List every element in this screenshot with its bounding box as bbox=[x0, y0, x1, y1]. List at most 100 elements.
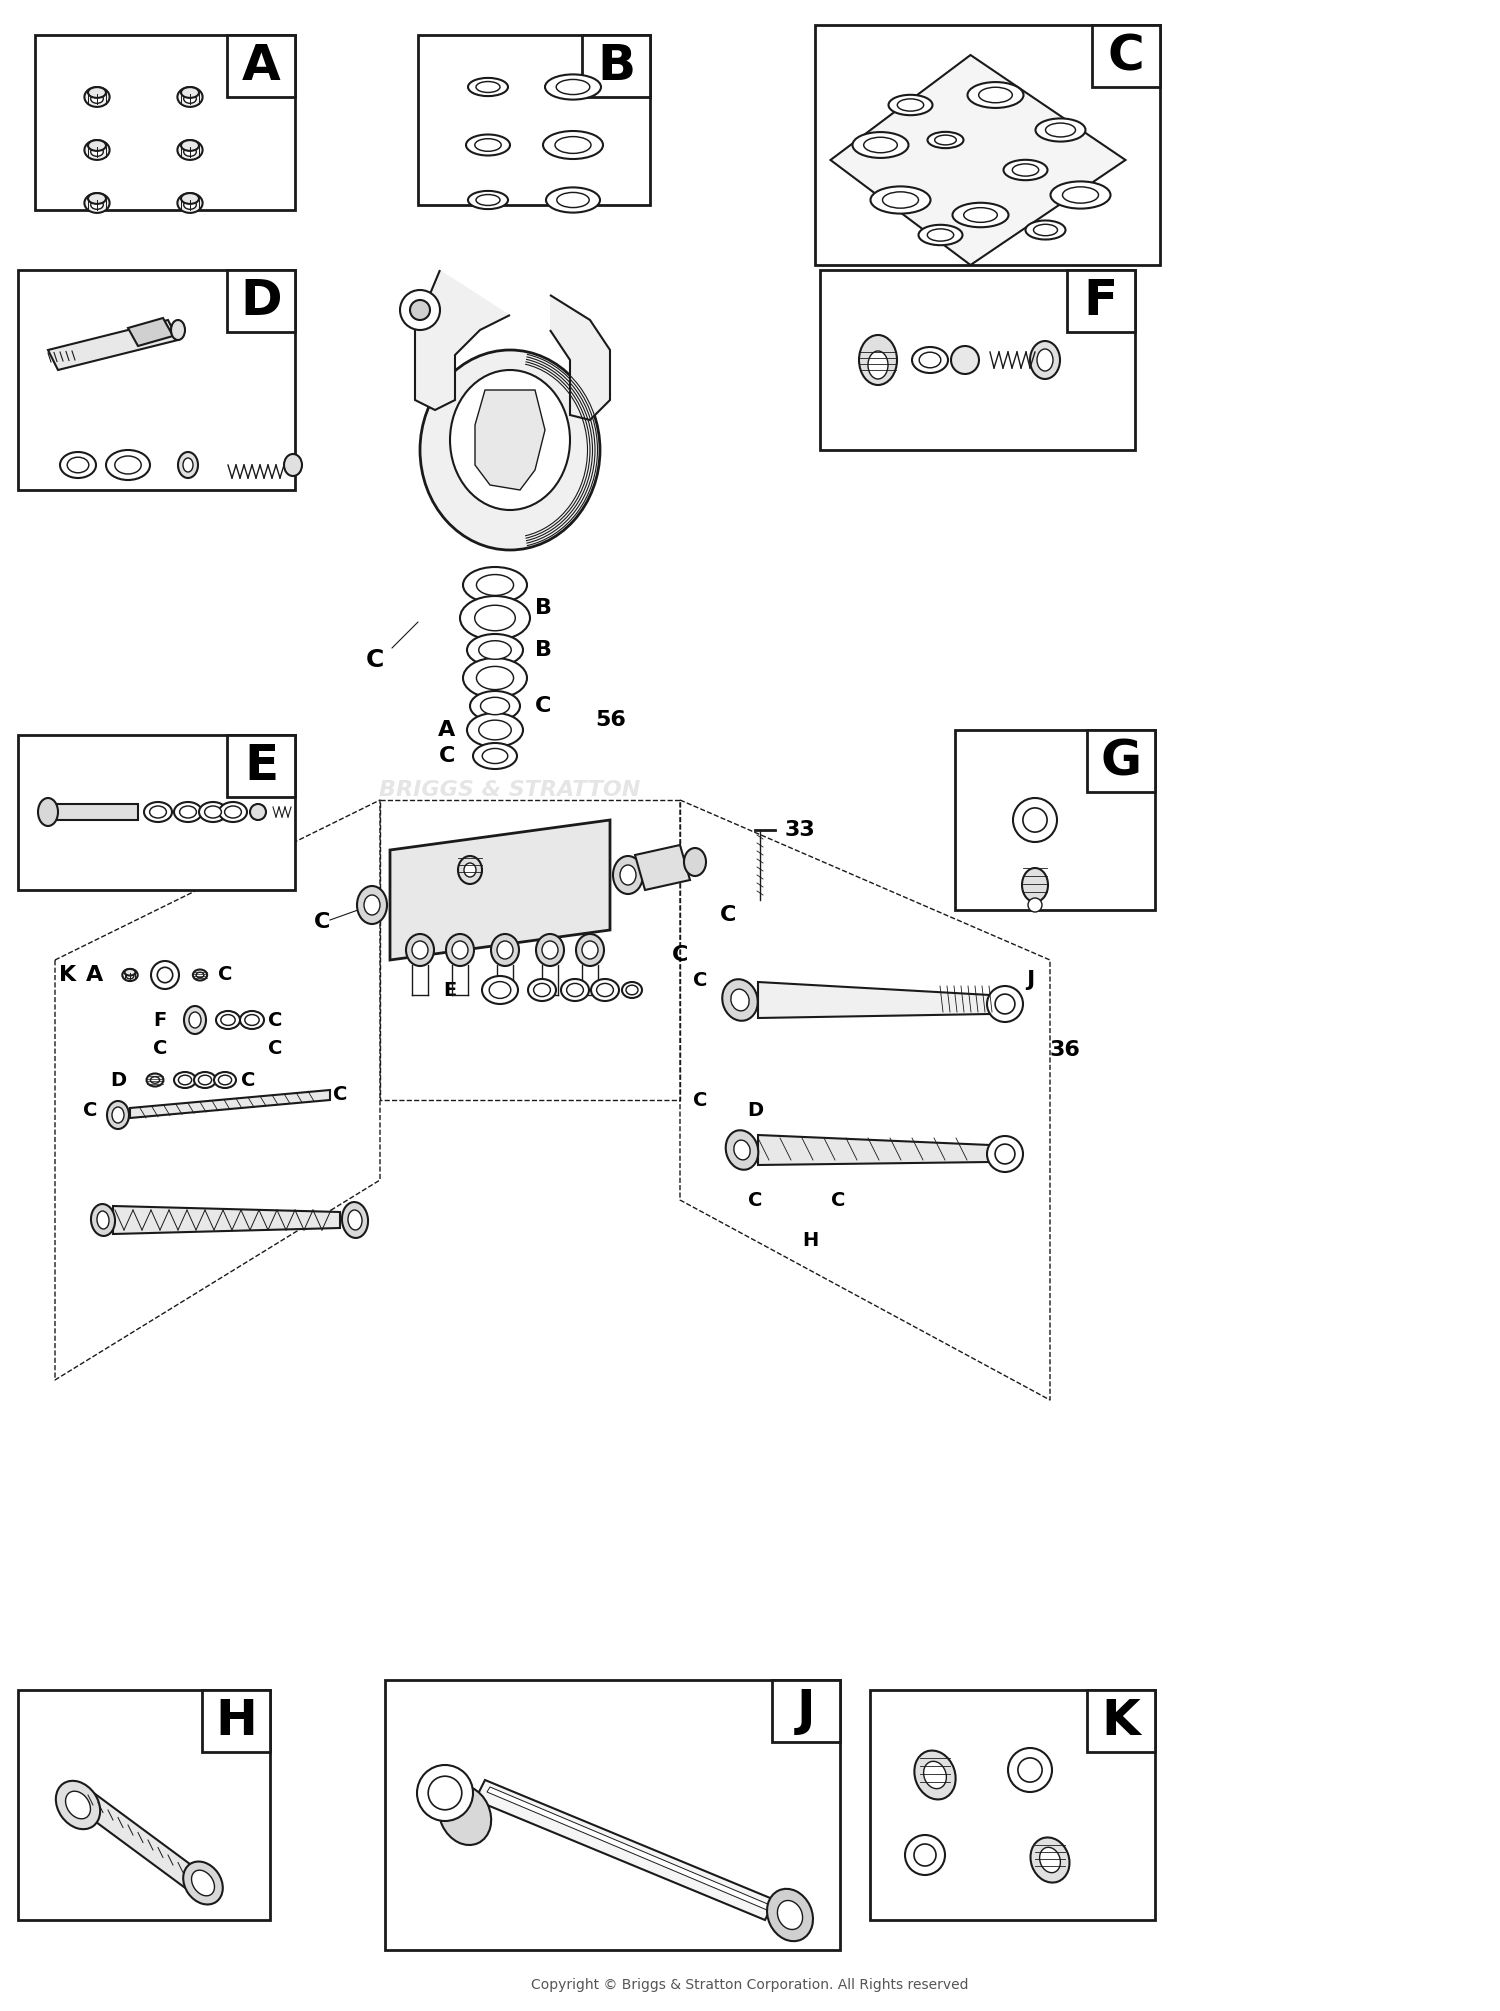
Ellipse shape bbox=[477, 666, 513, 690]
Ellipse shape bbox=[84, 86, 110, 107]
Bar bbox=[386, 1679, 840, 1951]
Ellipse shape bbox=[730, 989, 748, 1012]
Ellipse shape bbox=[868, 352, 888, 378]
Ellipse shape bbox=[244, 1016, 260, 1026]
Ellipse shape bbox=[183, 1862, 224, 1904]
Ellipse shape bbox=[90, 201, 104, 209]
Polygon shape bbox=[128, 318, 172, 346]
Ellipse shape bbox=[1040, 1848, 1060, 1872]
Ellipse shape bbox=[452, 941, 468, 959]
Circle shape bbox=[158, 967, 172, 983]
Text: G: G bbox=[1101, 736, 1142, 784]
Circle shape bbox=[1008, 1748, 1052, 1792]
Ellipse shape bbox=[88, 141, 106, 151]
Polygon shape bbox=[476, 390, 544, 491]
Ellipse shape bbox=[123, 969, 138, 981]
Circle shape bbox=[994, 1144, 1016, 1164]
Ellipse shape bbox=[342, 1203, 368, 1239]
Ellipse shape bbox=[534, 983, 550, 997]
Ellipse shape bbox=[1035, 119, 1086, 141]
Ellipse shape bbox=[482, 748, 508, 764]
Polygon shape bbox=[74, 1786, 198, 1890]
Polygon shape bbox=[831, 54, 1125, 265]
Ellipse shape bbox=[576, 933, 604, 965]
Bar bbox=[18, 269, 296, 491]
Text: C: C bbox=[314, 913, 330, 931]
Ellipse shape bbox=[177, 141, 203, 161]
Text: G: G bbox=[427, 861, 442, 879]
Bar bbox=[956, 730, 1155, 911]
Text: C: C bbox=[217, 965, 232, 985]
Bar bbox=[226, 34, 296, 97]
Polygon shape bbox=[130, 1090, 330, 1118]
Ellipse shape bbox=[915, 1750, 956, 1800]
Ellipse shape bbox=[626, 985, 638, 995]
Text: 56: 56 bbox=[596, 710, 626, 730]
Ellipse shape bbox=[477, 575, 513, 595]
Text: K: K bbox=[60, 965, 76, 985]
Ellipse shape bbox=[496, 941, 513, 959]
Text: J: J bbox=[1026, 969, 1033, 989]
Ellipse shape bbox=[219, 1076, 231, 1084]
Circle shape bbox=[951, 346, 980, 374]
Text: E: E bbox=[244, 742, 278, 790]
Ellipse shape bbox=[897, 99, 924, 111]
Ellipse shape bbox=[68, 456, 88, 473]
Bar bbox=[226, 734, 296, 796]
Circle shape bbox=[427, 1776, 462, 1810]
Ellipse shape bbox=[952, 203, 1008, 227]
Ellipse shape bbox=[482, 975, 518, 1003]
Polygon shape bbox=[48, 804, 138, 820]
Ellipse shape bbox=[464, 658, 526, 698]
Ellipse shape bbox=[480, 698, 510, 714]
Ellipse shape bbox=[177, 193, 203, 213]
Ellipse shape bbox=[561, 979, 590, 1001]
Ellipse shape bbox=[178, 452, 198, 479]
Ellipse shape bbox=[924, 1762, 946, 1788]
Ellipse shape bbox=[582, 941, 598, 959]
Ellipse shape bbox=[357, 887, 387, 923]
Circle shape bbox=[904, 1834, 945, 1874]
Bar bbox=[772, 1679, 840, 1742]
Bar bbox=[821, 269, 1136, 450]
Ellipse shape bbox=[614, 857, 644, 895]
Text: D: D bbox=[240, 278, 282, 326]
Ellipse shape bbox=[777, 1900, 802, 1929]
Ellipse shape bbox=[478, 642, 512, 660]
Text: C: C bbox=[82, 1100, 98, 1120]
Ellipse shape bbox=[84, 193, 110, 213]
Polygon shape bbox=[488, 1788, 770, 1910]
Bar bbox=[1066, 269, 1136, 332]
Ellipse shape bbox=[92, 1205, 116, 1237]
Ellipse shape bbox=[196, 971, 204, 977]
Ellipse shape bbox=[88, 193, 106, 203]
Text: B: B bbox=[536, 597, 552, 617]
Ellipse shape bbox=[98, 1211, 109, 1229]
Ellipse shape bbox=[489, 981, 512, 997]
Text: C: C bbox=[153, 1038, 166, 1058]
Text: C: C bbox=[536, 696, 552, 716]
Ellipse shape bbox=[192, 1870, 214, 1896]
Ellipse shape bbox=[450, 370, 570, 511]
Ellipse shape bbox=[182, 86, 200, 99]
Ellipse shape bbox=[766, 1888, 813, 1941]
Ellipse shape bbox=[468, 78, 509, 97]
Circle shape bbox=[994, 993, 1016, 1014]
Bar bbox=[18, 734, 296, 891]
Ellipse shape bbox=[413, 941, 428, 959]
Ellipse shape bbox=[726, 1130, 759, 1170]
Ellipse shape bbox=[864, 137, 897, 153]
Text: B: B bbox=[597, 42, 634, 90]
Text: C: C bbox=[693, 1090, 706, 1110]
Ellipse shape bbox=[927, 229, 954, 241]
Text: D: D bbox=[772, 1001, 788, 1020]
Ellipse shape bbox=[60, 452, 96, 479]
Ellipse shape bbox=[150, 1076, 159, 1084]
Text: B: B bbox=[536, 639, 552, 660]
Text: C: C bbox=[748, 1191, 762, 1209]
Ellipse shape bbox=[420, 350, 600, 549]
Ellipse shape bbox=[464, 567, 526, 603]
Circle shape bbox=[417, 1766, 472, 1822]
Bar bbox=[226, 269, 296, 332]
Ellipse shape bbox=[1036, 350, 1053, 370]
